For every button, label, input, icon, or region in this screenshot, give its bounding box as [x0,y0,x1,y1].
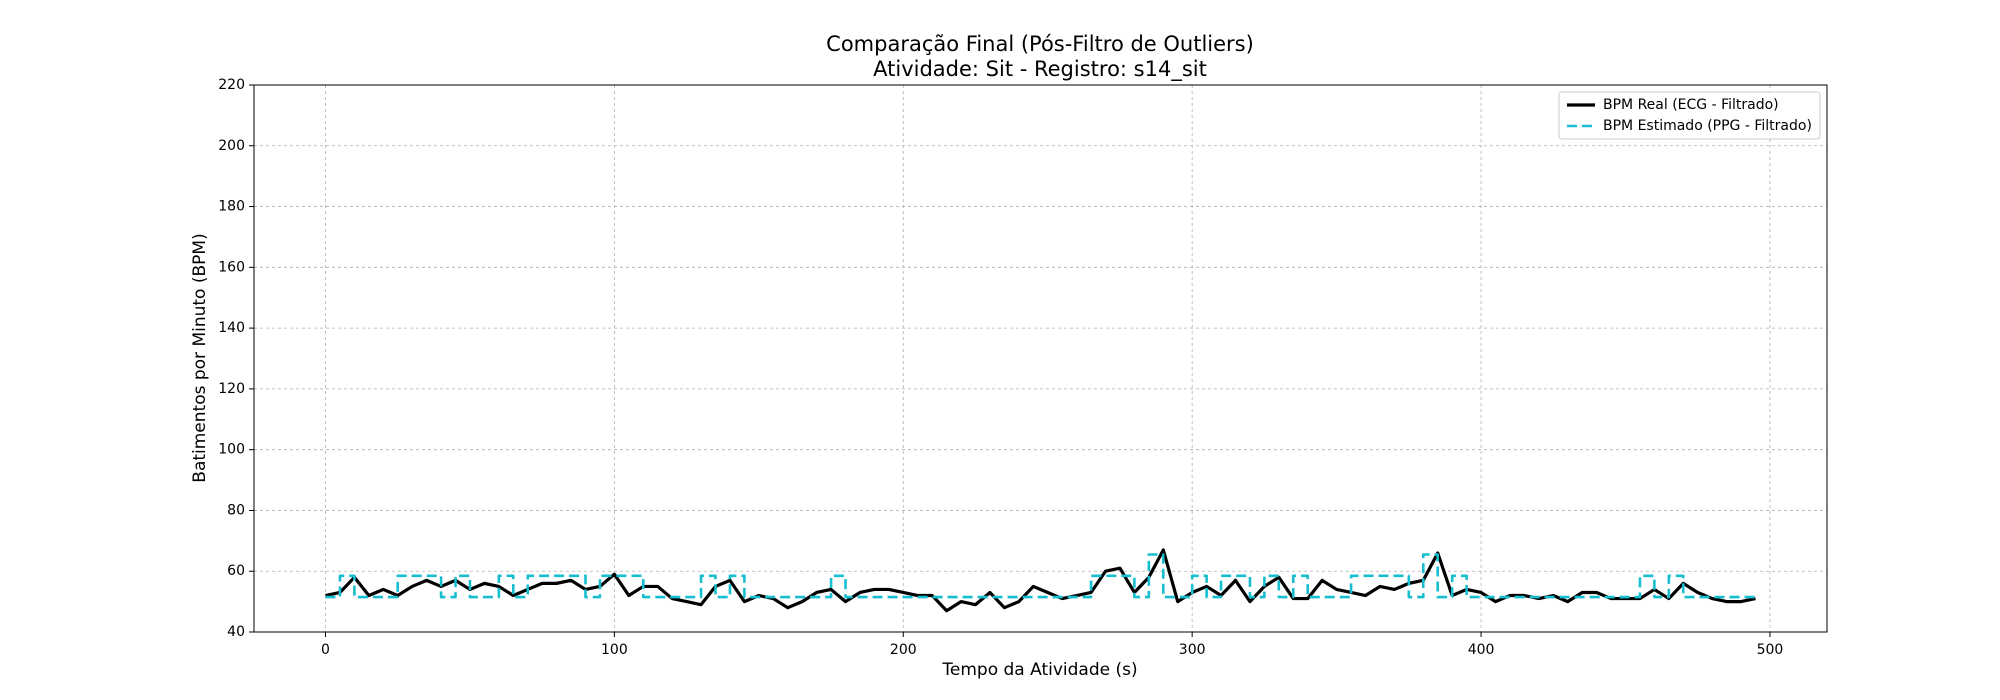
x-tick-label: 200 [890,642,917,658]
grid [254,84,1827,633]
y-tick-label: 160 [218,259,245,275]
legend-label: BPM Real (ECG - Filtrado) [1603,97,1779,113]
plot-area [325,548,1756,613]
axes-frame [253,84,1828,633]
y-tick-label: 60 [227,563,245,579]
y-tick-label: 80 [227,502,245,518]
y-tick-label: 120 [218,381,245,397]
chart-subtitle: Atividade: Sit - Registro: s14_sit [873,57,1207,82]
chart-title: Comparação Final (Pós-Filtro de Outliers… [826,32,1254,56]
y-tick-label: 220 [218,77,245,93]
x-tick-label: 100 [601,642,628,658]
ticks: 0 100 200 300 400 500 40 60 80 100 120 140 160 180 200… [218,77,1783,658]
legend-box [1558,91,1821,140]
data-line [325,548,1756,613]
y-tick-label: 100 [218,442,245,458]
x-tick-label: 0 [321,642,330,658]
y-tick-label: 40 [227,624,245,640]
x-tick-label: 500 [1757,642,1784,658]
data-line [325,553,1756,599]
legend: BPM Real (ECG - Filtrado) BPM Estimado (P… [1558,91,1821,140]
legend-label: BPM Estimado (PPG - Filtrado) [1603,118,1812,134]
y-tick-label: 140 [218,320,245,336]
x-tick-label: 400 [1468,642,1495,658]
x-tick-label: 300 [1179,642,1206,658]
y-tick-label: 180 [218,199,245,215]
y-tick-label: 200 [218,138,245,154]
x-axis-label: Tempo da Atividade (s) [941,660,1137,680]
y-axis-label: Batimentos por Minuto (BPM) [190,233,210,482]
